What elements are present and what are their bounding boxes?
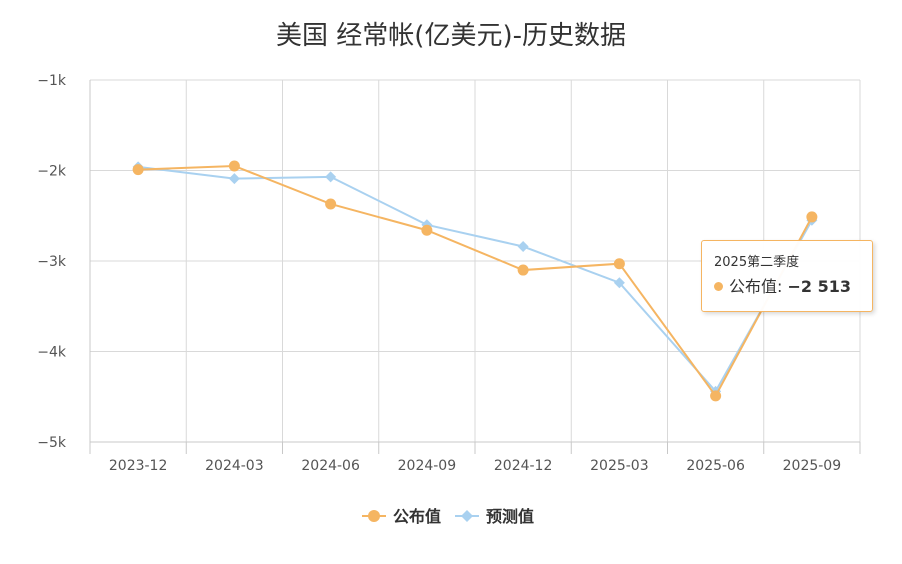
grid-lines (89, 79, 861, 443)
data-point-forecast (517, 241, 529, 253)
x-tick-label: 2024-06 (301, 458, 360, 474)
y-tick-label: −5k (37, 435, 67, 451)
data-point-forecast (325, 171, 337, 183)
data-tooltip: 2025第二季度 公布值: −2 513 (701, 240, 873, 312)
chart-title: 美国 经常帐(亿美元)-历史数据 (276, 21, 626, 51)
data-point-forecast (228, 173, 240, 185)
tooltip-row: 公布值: −2 513 (714, 277, 872, 297)
x-tick-label: 2023-12 (109, 458, 168, 474)
x-tick-label: 2025-09 (783, 458, 842, 474)
series-layer (132, 160, 818, 402)
data-point-published (806, 211, 818, 223)
data-point-published (228, 160, 240, 172)
tooltip-value: −2 513 (787, 277, 852, 296)
x-tick-label: 2024-09 (398, 458, 457, 474)
data-point-published (421, 224, 433, 236)
x-tick-label: 2025-06 (686, 458, 745, 474)
data-point-forecast (613, 277, 625, 289)
series-line-published (138, 164, 813, 398)
tooltip-series-dot (714, 282, 723, 291)
legend-marker-circle (368, 510, 380, 522)
data-point-published (517, 264, 529, 276)
y-tick-label: −2k (37, 164, 67, 180)
y-tick-label: −1k (37, 73, 67, 89)
x-tick-label: 2024-12 (494, 458, 553, 474)
legend: 公布值 预测值 (362, 507, 534, 526)
legend-marker-diamond (461, 510, 473, 522)
y-tick-label: −3k (37, 254, 67, 270)
x-tick-label: 2024-03 (205, 458, 264, 474)
x-tick-label: 2025-03 (590, 458, 649, 474)
data-point-published (325, 198, 337, 210)
data-point-published (613, 258, 625, 270)
tooltip-title: 2025第二季度 (714, 255, 800, 270)
legend-label: 预测值 (486, 507, 534, 526)
tooltip-series-label: 公布值: (729, 277, 783, 296)
data-point-published (132, 164, 144, 176)
y-tick-label: −4k (37, 345, 67, 361)
legend-label: 公布值 (393, 507, 441, 526)
data-point-published (710, 390, 722, 402)
axes: −1k −2k −3k −4k −5k 2023-12 2024-03 2024-06 2024… (37, 73, 861, 474)
